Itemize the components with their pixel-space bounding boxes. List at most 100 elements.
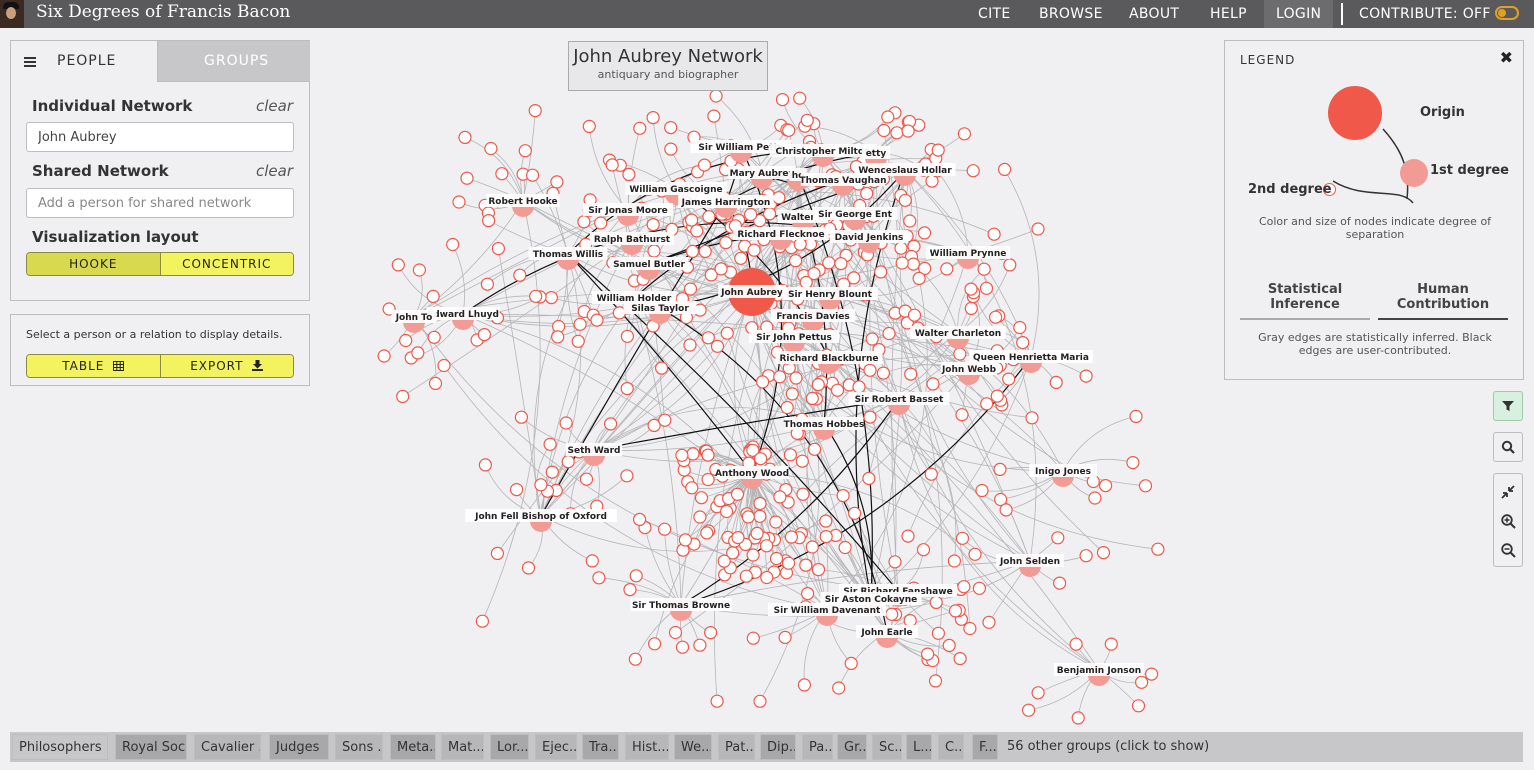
graph-edge[interactable]	[891, 169, 906, 592]
graph-node-second-degree[interactable]	[1051, 531, 1065, 545]
graph-node-second-degree[interactable]	[847, 506, 862, 520]
graph-node-second-degree[interactable]	[903, 214, 917, 228]
graph-node-second-degree[interactable]	[664, 120, 678, 135]
graph-node-second-degree[interactable]	[513, 268, 527, 282]
graph-node-second-degree[interactable]	[924, 467, 938, 481]
graph-node-second-degree[interactable]	[647, 244, 661, 258]
graph-edge[interactable]	[680, 398, 900, 606]
graph-node-second-degree[interactable]	[929, 595, 943, 610]
graph-node-second-degree[interactable]	[701, 472, 715, 487]
graph-edge[interactable]	[397, 264, 464, 315]
graph-node-second-degree[interactable]	[860, 186, 874, 201]
graph-node-second-degree[interactable]	[1088, 491, 1102, 505]
graph-node-second-degree[interactable]	[1052, 576, 1067, 590]
group-chip[interactable]: Mat...	[441, 734, 484, 760]
graph-node-second-degree[interactable]	[646, 218, 660, 232]
graph-node-second-degree[interactable]	[877, 123, 891, 138]
graph-node-second-degree[interactable]	[940, 262, 954, 276]
graph-node-second-degree[interactable]	[1079, 549, 1093, 563]
graph-node-label[interactable]: William Gascoigne	[629, 185, 722, 195]
graph-node-second-degree[interactable]	[862, 471, 876, 485]
graph-node-second-degree[interactable]	[710, 694, 724, 708]
graph-node-label[interactable]: John To	[395, 313, 433, 323]
graph-node-second-degree[interactable]	[561, 455, 575, 469]
graph-node-second-degree[interactable]	[585, 554, 599, 568]
graph-node-label[interactable]: Sir Henry Blount	[788, 290, 873, 300]
graph-node-second-degree[interactable]	[885, 607, 899, 621]
graph-node-second-degree[interactable]	[685, 481, 699, 495]
graph-node-second-degree[interactable]	[1049, 375, 1063, 389]
graph-node-second-degree[interactable]	[775, 93, 790, 107]
graph-node-second-degree[interactable]	[495, 167, 509, 181]
graph-edge[interactable]	[936, 170, 969, 254]
graph-node-second-degree[interactable]	[550, 175, 564, 189]
graph-node-second-degree[interactable]	[683, 338, 697, 352]
graph-node-second-degree[interactable]	[412, 263, 427, 277]
graph-node-label[interactable]: Edward Lhuyd	[427, 310, 499, 320]
tab-groups[interactable]: GROUPS	[157, 41, 310, 82]
graph-node-second-degree[interactable]	[780, 400, 794, 415]
group-chip[interactable]: Judges	[269, 734, 329, 760]
legend-tab-statistical[interactable]: Statistical Inference	[1240, 282, 1370, 320]
graph-node-second-degree[interactable]	[926, 377, 940, 391]
graph-edge[interactable]	[1004, 169, 1040, 358]
graph-node-label[interactable]: John Aubrey	[720, 288, 783, 298]
graph-node-second-degree[interactable]	[931, 626, 946, 640]
graph-node-second-degree[interactable]	[734, 251, 748, 265]
graph-node-second-degree[interactable]	[894, 241, 908, 255]
graph-node-second-degree[interactable]	[1134, 675, 1149, 689]
graph-node-label[interactable]: ho	[792, 171, 805, 181]
graph-node-second-degree[interactable]	[426, 289, 440, 303]
graph-node-second-degree[interactable]	[480, 277, 494, 291]
graph-node-second-degree[interactable]	[396, 389, 410, 403]
graph-edge[interactable]	[588, 126, 629, 211]
group-chip[interactable]: Lor...	[490, 734, 529, 760]
graph-edge[interactable]	[443, 365, 828, 611]
graph-node-second-degree[interactable]	[800, 113, 814, 127]
graph-edge[interactable]	[644, 527, 682, 606]
graph-node-second-degree[interactable]	[890, 126, 904, 140]
graph-node-second-degree[interactable]	[714, 262, 728, 276]
graph-node-second-degree[interactable]	[836, 489, 850, 503]
graph-node-second-degree[interactable]	[1031, 222, 1045, 236]
graph-node-label[interactable]: Sir Aston Cokayne	[825, 595, 917, 605]
graph-node-second-degree[interactable]	[942, 638, 956, 653]
graph-node-label[interactable]: Sir William Davenant	[774, 606, 881, 616]
graph-node-label[interactable]: Inigo Jones	[1035, 467, 1091, 477]
graph-node-label[interactable]: Francis Davies	[776, 312, 849, 322]
graph-node-second-degree[interactable]	[685, 213, 699, 227]
graph-node-second-degree[interactable]	[895, 256, 909, 270]
graph-node-label[interactable]: Sir Thomas Browne	[632, 601, 730, 611]
graph-node-second-degree[interactable]	[753, 694, 767, 708]
legend-tab-human[interactable]: Human Contribution	[1378, 282, 1508, 320]
group-chip[interactable]: Sons ...	[335, 734, 383, 760]
search-button[interactable]	[1493, 432, 1523, 462]
individual-clear-link[interactable]: clear	[255, 97, 293, 115]
graph-node-label[interactable]: Samuel Butler	[613, 260, 685, 270]
graph-node-second-degree[interactable]	[957, 580, 971, 594]
graph-node-second-degree[interactable]	[391, 258, 405, 272]
graph-node-second-degree[interactable]	[778, 630, 792, 645]
export-button[interactable]: EXPORT	[159, 355, 293, 377]
graph-node-label[interactable]: Benjamin Jonson	[1057, 666, 1141, 676]
graph-node-second-degree[interactable]	[551, 330, 565, 344]
graph-node-second-degree[interactable]	[754, 452, 768, 466]
graph-node-second-degree[interactable]	[997, 162, 1012, 177]
graph-edge[interactable]	[540, 291, 753, 517]
graph-node-second-degree[interactable]	[620, 329, 634, 343]
graph-node-second-degree[interactable]	[1079, 369, 1093, 383]
graph-node-second-degree[interactable]	[475, 614, 489, 628]
graph-node-label[interactable]: John Webb	[941, 365, 997, 375]
hamburger-menu-icon[interactable]	[24, 57, 36, 67]
graph-node-label[interactable]: Anthony Wood	[715, 469, 789, 479]
graph-edge[interactable]	[462, 313, 828, 611]
graph-node-second-degree[interactable]	[785, 387, 799, 401]
graph-node-second-degree[interactable]	[678, 533, 692, 547]
graph-node-second-degree[interactable]	[1096, 546, 1111, 560]
graph-node-second-degree[interactable]	[590, 313, 604, 327]
graph-node-second-degree[interactable]	[990, 389, 1004, 403]
group-chip[interactable]: Tra...	[582, 734, 619, 760]
group-chip[interactable]: C...	[938, 734, 964, 760]
graph-node-second-degree[interactable]	[901, 529, 915, 543]
graph-node-second-degree[interactable]	[964, 301, 978, 315]
